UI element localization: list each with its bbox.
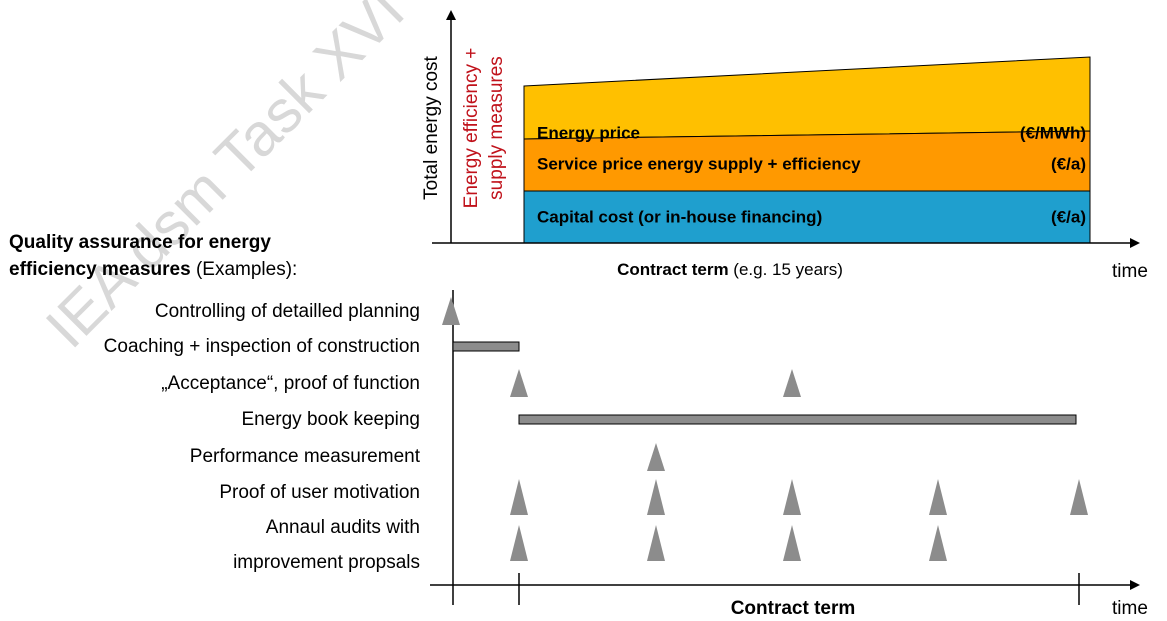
qa-item: improvement propsals: [233, 552, 420, 573]
x-axis-end: time: [1112, 261, 1148, 282]
milestone: [510, 525, 528, 561]
milestone: [929, 479, 947, 515]
x-axis-note: (e.g. 15 years): [733, 260, 843, 279]
milestone: [647, 525, 665, 561]
qa-item: Proof of user motivation: [219, 482, 420, 503]
milestone: [510, 479, 528, 515]
timeline-end: time: [1112, 598, 1148, 619]
duration-bar: [518, 414, 1077, 425]
timeline-label: Contract term: [731, 598, 856, 619]
qa-heading: Quality assurance for energy: [9, 232, 271, 253]
qa-heading-bold: efficiency measures: [9, 259, 191, 280]
axis-arrow: [1130, 238, 1140, 248]
milestone: [783, 525, 801, 561]
milestone: [510, 369, 528, 397]
milestone: [783, 479, 801, 515]
duration-bar: [452, 341, 520, 352]
milestones: [442, 297, 1088, 561]
milestone: [647, 479, 665, 515]
milestone: [647, 443, 665, 471]
qa-heading: efficiency measures (Examples):: [9, 259, 297, 280]
milestone: [783, 369, 801, 397]
phase-label: Energy efficiency +: [461, 48, 482, 209]
qa-item: Energy book keeping: [241, 409, 420, 430]
band-label: Capital cost (or in-house financing): [537, 207, 822, 226]
x-axis-label-bold: Contract term: [617, 260, 728, 279]
milestone: [929, 525, 947, 561]
y-axis-label: Total energy cost: [421, 55, 442, 199]
capital-cost-band: [523, 190, 1091, 244]
qa-item: Coaching + inspection of construction: [104, 336, 420, 357]
band-unit: (€/MWh): [1020, 123, 1086, 142]
band-unit: (€/a): [1051, 154, 1086, 173]
axis-arrow: [446, 10, 456, 20]
band-unit: (€/a): [1051, 207, 1086, 226]
band-label: Energy price: [537, 123, 640, 142]
milestone: [442, 297, 460, 325]
band-label: Service price energy supply + efficiency: [537, 154, 861, 173]
x-axis-label: Contract term (e.g. 15 years): [617, 260, 843, 279]
qa-item: „Acceptance“, proof of function: [161, 373, 420, 394]
axis-arrow: [1130, 580, 1140, 590]
milestone: [1070, 479, 1088, 515]
qa-item: Controlling of detailled planning: [155, 301, 420, 322]
qa-item: Annaul audits with: [266, 517, 420, 538]
qa-item: Performance measurement: [190, 446, 421, 467]
qa-heading-suffix: (Examples):: [196, 259, 297, 280]
phase-label: supply measures: [486, 56, 507, 200]
